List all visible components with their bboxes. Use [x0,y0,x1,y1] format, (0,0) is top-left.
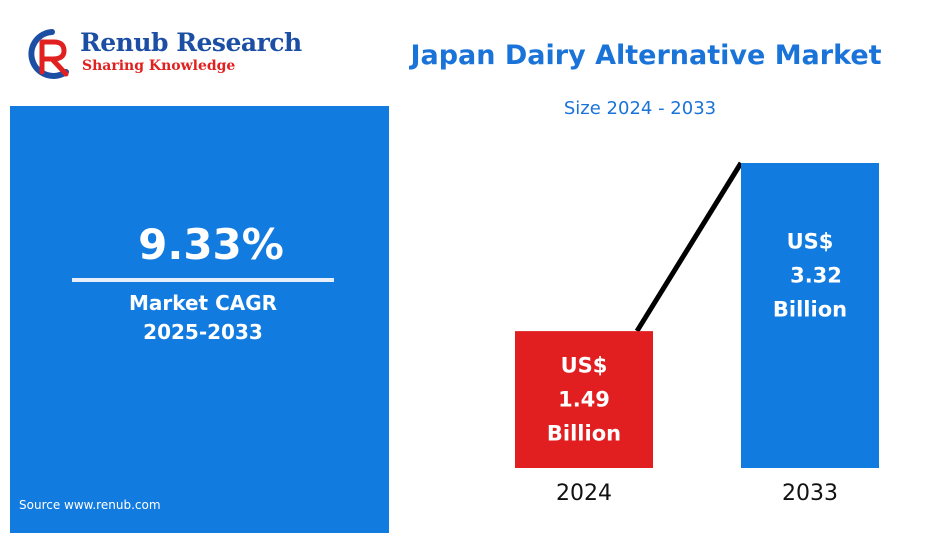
renub-logo: Renub Research Sharing Knowledge [22,26,312,82]
cagr-value: 9.33% [138,220,284,269]
bar-2033 [741,163,879,468]
bar-value-label: 3.32 [790,264,842,288]
bar-value-label: US$ [787,230,834,254]
cagr-label-line1: Market CAGR [128,291,278,315]
bar-value-label: US$ [561,354,608,378]
chart-title: Japan Dairy Alternative Market [410,40,882,71]
bar-2024 [515,331,653,468]
cagr-label: Market CAGR 2025-2033 [10,289,396,347]
cagr-divider [72,278,334,282]
cagr-label-line2: 2025-2033 [143,320,263,344]
renub-logo-mark-icon [28,29,69,79]
chart-subtitle: Size 2024 - 2033 [563,98,717,119]
x-tick-label: 2024 [556,481,612,506]
bar-value-label: Billion [773,298,847,322]
brand-tagline: Sharing Knowledge [82,58,236,74]
source-note: Source www.renub.com [19,498,161,512]
brand-name: Renub Research [80,28,302,57]
cagr-panel: 9.33% Market CAGR 2025-2033 Source www.r… [10,106,389,533]
bar-value-label: 1.49 [558,388,610,412]
bar-value-label: Billion [547,422,621,446]
trend-line [634,161,744,333]
x-tick-label: 2033 [782,481,838,506]
